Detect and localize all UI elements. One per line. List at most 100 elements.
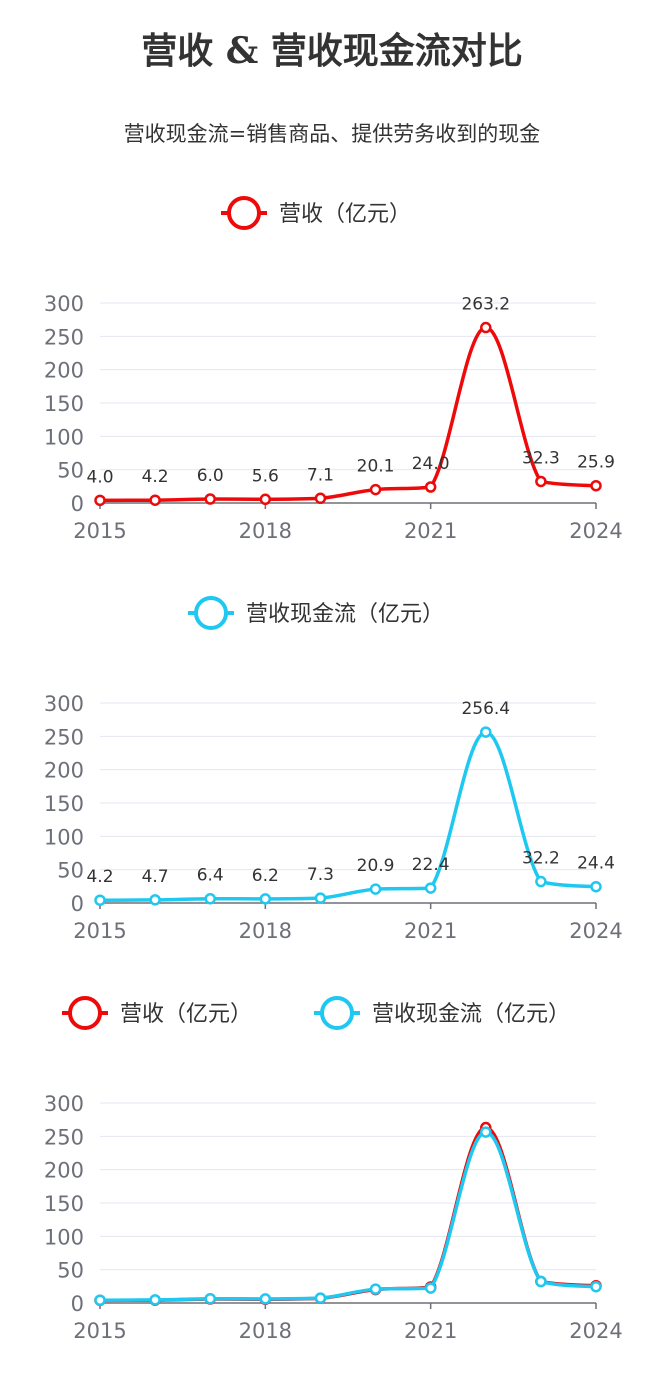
x-tick-label: 2018: [239, 919, 292, 943]
data-point: [369, 883, 382, 895]
data-label: 6.4: [197, 866, 224, 886]
legend-item: 营收（亿元）: [221, 196, 411, 230]
data-label: 263.2: [461, 295, 510, 315]
data-point: [535, 1275, 547, 1288]
data-point: [94, 1294, 106, 1306]
data-point: [94, 894, 106, 906]
series-line: [99, 730, 597, 902]
data-label: 4.2: [142, 467, 169, 487]
x-tick-label: 2018: [239, 1319, 292, 1343]
legend-circle-icon: [68, 996, 102, 1030]
x-tick-label: 2024: [569, 519, 622, 543]
data-label: 7.1: [307, 465, 334, 485]
y-tick-label: 250: [44, 325, 84, 349]
x-tick-label: 2018: [239, 519, 292, 543]
data-point: [535, 475, 547, 488]
data-point: [480, 1126, 492, 1138]
data-point: [590, 479, 602, 492]
data-point: [535, 875, 547, 888]
data-point: [94, 494, 106, 507]
y-tick-label: 150: [44, 792, 84, 816]
data-point: [480, 726, 492, 738]
data-point: [149, 494, 161, 506]
data-label: 6.0: [197, 466, 224, 486]
data-label: 25.9: [577, 453, 615, 473]
y-tick-label: 200: [44, 359, 84, 383]
y-tick-label: 50: [57, 859, 84, 883]
y-tick-label: 50: [57, 1259, 84, 1283]
y-tick-label: 0: [71, 1292, 84, 1316]
data-label: 20.1: [357, 457, 395, 477]
legend-item: 营收现金流（亿元）: [188, 596, 444, 630]
data-point: [424, 882, 437, 894]
data-label: 4.0: [86, 467, 113, 487]
data-point: [369, 483, 382, 496]
legend-circle-icon: [227, 196, 261, 230]
data-point: [204, 493, 216, 505]
series-line: [99, 1130, 597, 1302]
data-label: 24.0: [412, 454, 450, 474]
legend-circle-icon: [194, 596, 228, 630]
data-label: 4.7: [142, 867, 169, 887]
x-tick-label: 2021: [404, 519, 457, 543]
series-line: [99, 1125, 597, 1303]
y-tick-label: 250: [44, 1125, 84, 1149]
data-point: [314, 1292, 327, 1304]
legend-item: 营收现金流（亿元）: [314, 996, 570, 1030]
x-tick-label: 2021: [404, 919, 457, 943]
legend-label: 营收现金流（亿元）: [246, 602, 444, 627]
data-label: 32.3: [522, 448, 560, 468]
data-point: [480, 321, 492, 334]
x-tick-label: 2024: [569, 919, 622, 943]
data-point: [590, 880, 602, 893]
data-label: 22.4: [412, 855, 450, 875]
comparison-chart: 营收（亿元） 营收现金流（亿元） 0 50 100 150 200 250 300 2015 201…: [44, 996, 623, 1343]
legend-label: 营收现金流（亿元）: [372, 1002, 570, 1027]
y-tick-label: 100: [44, 825, 84, 849]
y-tick-label: 100: [44, 425, 84, 449]
data-point: [149, 1294, 161, 1306]
y-tick-label: 100: [44, 1225, 84, 1249]
data-label: 6.2: [252, 866, 279, 886]
x-tick-label: 2015: [73, 1319, 126, 1343]
data-point: [314, 492, 327, 505]
legend-item: 营收（亿元）: [62, 996, 252, 1030]
legend-label: 营收（亿元）: [120, 1002, 252, 1027]
data-point: [204, 1292, 216, 1305]
data-point: [424, 1282, 437, 1294]
cashflow-chart: 营收现金流（亿元） 0 50 100 150 200 250 300 2015 2018 2021 2…: [44, 596, 623, 943]
data-point: [314, 892, 327, 904]
legend-circle-icon: [320, 996, 354, 1030]
y-tick-label: 250: [44, 725, 84, 749]
page-subtitle: 营收现金流=销售商品、提供劳务收到的现金: [123, 122, 541, 146]
data-point: [149, 894, 161, 906]
data-point: [204, 892, 216, 905]
data-point: [259, 1293, 272, 1305]
y-tick-label: 300: [44, 692, 84, 716]
y-tick-label: 0: [71, 892, 84, 916]
y-tick-label: 300: [44, 1092, 84, 1116]
x-tick-label: 2015: [73, 919, 126, 943]
legend-label: 营收（亿元）: [279, 202, 411, 227]
data-point: [259, 893, 272, 905]
data-label: 4.2: [86, 867, 113, 887]
y-tick-label: 150: [44, 1192, 84, 1216]
data-label: 5.6: [252, 466, 279, 486]
y-tick-label: 50: [57, 459, 84, 483]
x-tick-label: 2024: [569, 1319, 622, 1343]
data-point: [590, 1280, 602, 1293]
data-label: 20.9: [357, 856, 395, 876]
data-label: 7.3: [307, 865, 334, 885]
data-point: [259, 493, 272, 506]
data-point: [369, 1283, 382, 1295]
y-tick-label: 200: [44, 759, 84, 783]
data-label: 24.4: [577, 854, 615, 874]
page-title: 营收 & 营收现金流对比: [141, 30, 523, 72]
revenue-chart: 营收（亿元） 0 50 100 150 200 250 300 2015 2018 2021 2024…: [44, 196, 623, 543]
series-line: [99, 325, 597, 503]
y-tick-label: 150: [44, 392, 84, 416]
data-point: [424, 481, 437, 493]
x-tick-label: 2021: [404, 1319, 457, 1343]
data-label: 32.2: [522, 849, 560, 869]
y-tick-label: 200: [44, 1159, 84, 1183]
